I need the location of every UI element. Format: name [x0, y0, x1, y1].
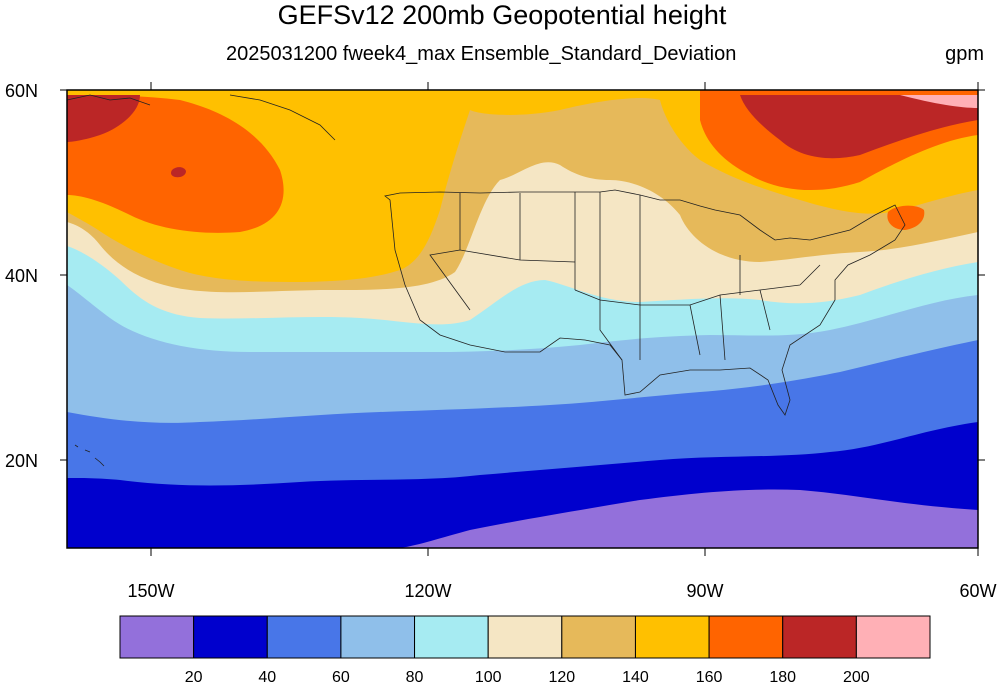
colorbar-swatch [487, 615, 563, 659]
band-dark-red-ne [740, 95, 978, 159]
lon-label-120w: 120W [404, 581, 451, 601]
colorbar-swatch [119, 615, 195, 659]
colorbar-label: 200 [843, 669, 870, 683]
lon-label-60w: 60W [959, 581, 996, 601]
colorbar-swatch [782, 615, 857, 659]
us-outline [384, 189, 906, 416]
colorbar: 20 40 60 80 100 120 140 160 180 200 [119, 615, 931, 683]
band-orange [67, 95, 284, 233]
political-boundaries [66, 94, 906, 467]
alaska-coast [66, 94, 336, 141]
lat-label-60n: 60N [5, 81, 38, 101]
colorbar-label: 180 [769, 669, 796, 683]
band-orange-spot [887, 205, 925, 230]
lon-label-90w: 90W [686, 581, 723, 601]
lat-ticks [60, 89, 985, 461]
lat-labels: 60N 40N 20N [5, 81, 38, 471]
band-dark-red-spot [171, 167, 186, 178]
units-label: gpm [945, 43, 984, 65]
colorbar-swatch [414, 615, 489, 659]
colorbar-swatch [634, 615, 710, 659]
band-dark-red-nw [67, 95, 140, 142]
colorbar-swatch [340, 615, 416, 659]
colorbar-swatch [855, 615, 931, 659]
map-title: GEFSv12 200mb Geopotential height [277, 0, 727, 30]
colorbar-label: 20 [185, 669, 203, 683]
lat-label-20n: 20N [5, 451, 38, 471]
colorbar-label: 140 [622, 669, 649, 683]
colorbar-label: 80 [406, 669, 424, 683]
state-lines [429, 192, 821, 361]
plot-frame [66, 89, 979, 549]
colorbar-label: 40 [258, 669, 276, 683]
colorbar-swatch [561, 615, 636, 659]
band-pink [900, 95, 978, 108]
lon-label-150w: 150W [127, 581, 174, 601]
colorbar-label: 60 [332, 669, 350, 683]
hawaii-islands [74, 444, 105, 467]
map-subtitle: 2025031200 fweek4_max Ensemble_Standard_… [226, 43, 737, 65]
colorbar-swatch [193, 615, 268, 659]
colorbar-label: 160 [696, 669, 723, 683]
colorbar-swatch [266, 615, 342, 659]
lat-label-40n: 40N [5, 266, 38, 286]
colorbar-swatch [708, 615, 784, 659]
colorbar-label: 100 [475, 669, 502, 683]
colorbar-label: 120 [548, 669, 575, 683]
lon-labels: 150W 120W 90W 60W [127, 581, 996, 601]
lon-ticks [150, 82, 979, 556]
contour-field [67, 90, 978, 548]
